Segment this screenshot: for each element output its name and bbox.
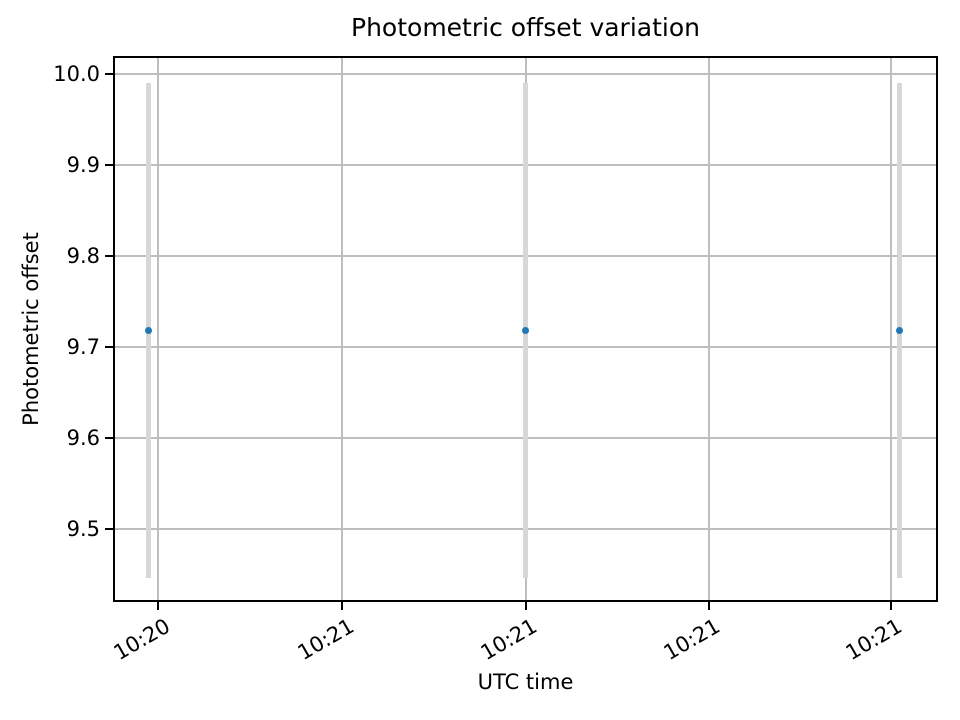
data-point-marker bbox=[522, 327, 529, 335]
x-tick-mark bbox=[341, 602, 344, 610]
gridline-vertical bbox=[157, 56, 160, 602]
gridline-vertical bbox=[889, 56, 892, 602]
y-tick-mark bbox=[105, 164, 113, 167]
y-tick-mark bbox=[105, 73, 113, 76]
y-tick-label: 10.0 bbox=[53, 62, 100, 87]
y-tick-mark bbox=[105, 255, 113, 258]
x-tick-label: 10:21 bbox=[842, 613, 907, 665]
chart-title: Photometric offset variation bbox=[351, 13, 700, 42]
y-tick-label: 9.9 bbox=[66, 153, 100, 178]
data-point-marker bbox=[895, 327, 903, 335]
gridline-vertical bbox=[707, 56, 710, 602]
y-tick-label: 9.5 bbox=[66, 517, 100, 542]
data-point-marker bbox=[144, 327, 152, 335]
y-tick-label: 9.8 bbox=[66, 244, 100, 269]
y-tick-mark bbox=[105, 437, 113, 440]
x-axis-label: UTC time bbox=[477, 670, 574, 694]
x-tick-label: 10:21 bbox=[476, 613, 541, 665]
x-tick-label: 10:21 bbox=[659, 613, 725, 665]
x-tick-mark bbox=[889, 602, 892, 610]
x-tick-mark bbox=[524, 602, 527, 610]
x-tick-mark bbox=[707, 602, 710, 610]
gridline-vertical bbox=[341, 56, 344, 602]
x-tick-mark bbox=[157, 602, 160, 610]
x-tick-label: 10:21 bbox=[293, 613, 358, 665]
y-axis-label: Photometric offset bbox=[19, 232, 43, 426]
y-tick-label: 9.7 bbox=[66, 335, 100, 360]
y-tick-mark bbox=[105, 346, 113, 349]
y-tick-mark bbox=[105, 528, 113, 531]
plot-area bbox=[113, 56, 938, 602]
y-tick-label: 9.6 bbox=[66, 426, 100, 451]
x-tick-label: 10:20 bbox=[109, 613, 174, 665]
